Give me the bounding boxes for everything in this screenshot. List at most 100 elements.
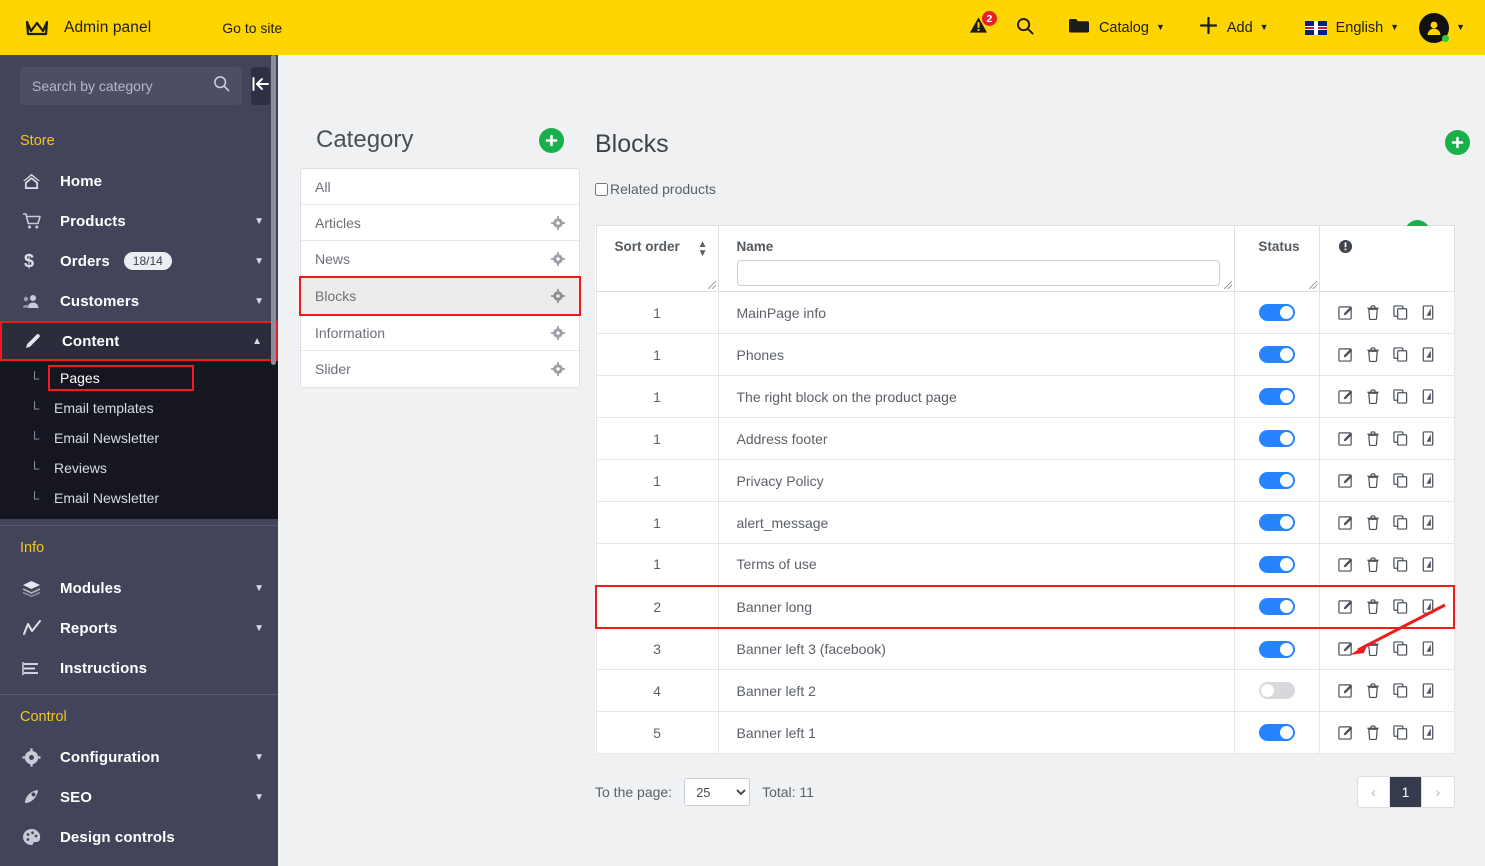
sidebar-subitem-email-templates[interactable]: └ Email templates	[0, 393, 278, 423]
column-resize-handle[interactable]	[1224, 281, 1232, 289]
info-circle-icon[interactable]	[1338, 239, 1353, 258]
table-row[interactable]: 3 Banner left 3 (facebook)	[595, 627, 1455, 670]
sidebar-item-products[interactable]: Products ▼	[0, 201, 278, 241]
table-row[interactable]: 1 MainPage info	[595, 291, 1455, 334]
table-row[interactable]: 1 Privacy Policy	[595, 459, 1455, 502]
account-menu[interactable]: ▼	[1419, 12, 1465, 43]
copy-icon[interactable]	[1393, 683, 1408, 698]
sidebar-subitem-reviews[interactable]: └ Reviews	[0, 453, 278, 483]
delete-icon[interactable]	[1366, 641, 1380, 657]
add-block-button[interactable]	[1445, 130, 1470, 155]
sidebar-item-instructions[interactable]: Instructions	[0, 648, 278, 688]
sidebar-subitem-email-newsletter[interactable]: └ Email Newsletter	[0, 423, 278, 453]
status-toggle[interactable]	[1259, 682, 1295, 700]
add-category-button[interactable]	[539, 127, 564, 153]
per-page-select[interactable]: 102550100	[684, 778, 751, 806]
status-toggle[interactable]	[1259, 640, 1295, 658]
catalog-menu[interactable]: Catalog ▼	[1068, 17, 1165, 38]
top-search-button[interactable]	[1016, 17, 1034, 39]
edit-icon[interactable]	[1338, 347, 1353, 362]
name-filter-input[interactable]	[736, 260, 1220, 286]
sidebar-item-configuration[interactable]: Configuration ▼	[0, 737, 278, 777]
open-external-icon[interactable]	[1421, 515, 1435, 530]
column-header-sort-order[interactable]: Sort order ▲ ▼	[595, 225, 719, 292]
sidebar-subitem-email-newsletter-2[interactable]: └ Email Newsletter	[0, 483, 278, 513]
edit-icon[interactable]	[1338, 431, 1353, 446]
delete-icon[interactable]	[1366, 431, 1380, 446]
gear-icon[interactable]	[551, 362, 565, 376]
gear-icon[interactable]	[551, 215, 565, 230]
category-item-slider[interactable]: Slider	[301, 351, 579, 387]
delete-icon[interactable]	[1366, 389, 1380, 404]
column-header-name[interactable]: Name	[717, 225, 1235, 292]
add-menu[interactable]: Add ▼	[1199, 16, 1269, 39]
status-toggle[interactable]	[1259, 304, 1295, 322]
sidebar-item-seo[interactable]: SEO ▼	[0, 777, 278, 817]
copy-icon[interactable]	[1393, 515, 1408, 530]
pagination-page-1[interactable]: 1	[1390, 777, 1422, 807]
delete-icon[interactable]	[1366, 473, 1380, 488]
alerts-button[interactable]: 2	[969, 10, 998, 39]
delete-icon[interactable]	[1366, 599, 1380, 614]
table-row[interactable]: 1 Terms of use	[595, 543, 1455, 586]
open-external-icon[interactable]	[1421, 557, 1435, 572]
copy-icon[interactable]	[1393, 389, 1408, 404]
gear-icon[interactable]	[551, 251, 565, 266]
table-row[interactable]: 5 Banner left 1	[595, 711, 1455, 754]
status-toggle[interactable]	[1259, 598, 1295, 616]
sidebar-item-content[interactable]: Content ▲	[0, 321, 278, 361]
open-external-icon[interactable]	[1421, 347, 1435, 362]
gear-icon[interactable]	[551, 289, 565, 303]
open-external-icon[interactable]	[1421, 725, 1435, 740]
edit-icon[interactable]	[1338, 725, 1353, 740]
category-item-articles[interactable]: Articles	[301, 205, 579, 241]
category-item-blocks[interactable]: Blocks	[299, 276, 581, 316]
sidebar-collapse-button[interactable]	[251, 67, 270, 105]
table-row[interactable]: 2 Banner long	[595, 584, 1455, 629]
edit-icon[interactable]	[1338, 515, 1353, 530]
status-toggle[interactable]	[1259, 346, 1295, 364]
copy-icon[interactable]	[1393, 305, 1408, 320]
edit-icon[interactable]	[1338, 599, 1353, 614]
category-item-information[interactable]: Information	[301, 315, 579, 351]
related-products-checkbox[interactable]	[595, 182, 608, 196]
copy-icon[interactable]	[1393, 641, 1408, 656]
open-external-icon[interactable]	[1421, 599, 1435, 614]
edit-icon[interactable]	[1338, 473, 1353, 488]
go-to-site-link[interactable]: Go to site	[222, 19, 283, 36]
table-row[interactable]: 1 Phones	[595, 333, 1455, 376]
edit-icon[interactable]	[1338, 641, 1353, 656]
copy-icon[interactable]	[1393, 599, 1408, 614]
copy-icon[interactable]	[1393, 725, 1408, 740]
sidebar-item-orders[interactable]: $ Orders 18/14 ▼	[0, 241, 278, 281]
edit-icon[interactable]	[1338, 557, 1353, 572]
column-resize-handle[interactable]	[707, 281, 716, 289]
status-toggle[interactable]	[1259, 388, 1295, 406]
table-row[interactable]: 1 The right block on the product page	[595, 375, 1455, 418]
category-item-news[interactable]: News	[301, 241, 579, 277]
gear-icon[interactable]	[551, 325, 565, 340]
delete-icon[interactable]	[1366, 515, 1380, 530]
sort-toggle-icon[interactable]: ▲ ▼	[697, 239, 708, 259]
open-external-icon[interactable]	[1421, 683, 1435, 698]
status-toggle[interactable]	[1259, 514, 1295, 532]
pagination-prev[interactable]: ‹	[1358, 777, 1390, 807]
sidebar-scrollbar[interactable]	[271, 55, 276, 365]
delete-icon[interactable]	[1366, 683, 1380, 698]
sidebar-item-modules[interactable]: Modules ▼	[0, 568, 278, 608]
edit-icon[interactable]	[1338, 683, 1353, 698]
delete-icon[interactable]	[1366, 305, 1380, 320]
open-external-icon[interactable]	[1421, 473, 1435, 488]
status-toggle[interactable]	[1259, 556, 1295, 574]
status-toggle[interactable]	[1259, 724, 1295, 742]
copy-icon[interactable]	[1393, 557, 1408, 572]
open-external-icon[interactable]	[1421, 641, 1435, 656]
column-header-status[interactable]: Status	[1234, 225, 1320, 292]
status-toggle[interactable]	[1259, 430, 1295, 448]
edit-icon[interactable]	[1338, 305, 1353, 320]
delete-icon[interactable]	[1366, 347, 1380, 362]
copy-icon[interactable]	[1393, 473, 1408, 488]
search-input[interactable]	[32, 78, 213, 94]
sidebar-item-customers[interactable]: Customers ▼	[0, 281, 278, 321]
brand[interactable]: Admin panel	[22, 13, 151, 43]
